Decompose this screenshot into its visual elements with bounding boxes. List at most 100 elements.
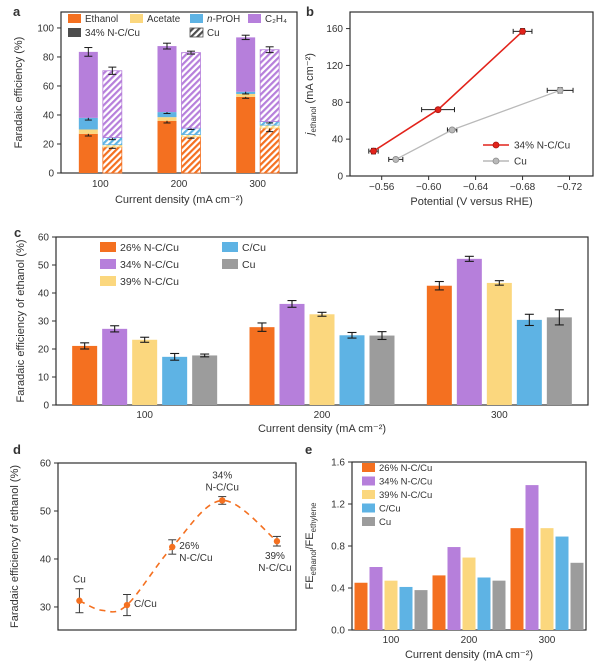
legend-item: C/Cu [362, 503, 401, 515]
legend-item: 26% N-C/Cu [100, 242, 179, 254]
x-tick-label: 300 [539, 635, 556, 646]
y-tick-label: 0.8 [331, 542, 345, 553]
legend-label: 26% N-C/Cu [120, 242, 179, 254]
legend-label: 34% N-C/Cu [120, 259, 179, 271]
x-tick-label: −0.64 [463, 182, 489, 193]
data-point [273, 538, 281, 545]
data-series [368, 27, 533, 155]
y-tick-label: 20 [38, 345, 50, 356]
legend-swatch [222, 259, 238, 269]
bar [492, 580, 506, 630]
legend-swatch [189, 27, 204, 38]
legend-swatch [100, 259, 116, 269]
y-tick-label: 30 [38, 317, 50, 328]
y-tick-label: 30 [40, 602, 52, 613]
data-point [392, 156, 400, 163]
error-bar [110, 325, 120, 333]
legend-item: 26% N-C/Cu [362, 463, 432, 474]
y-tick-label: 60 [40, 459, 52, 470]
legend-item: C₂H₄ [248, 14, 287, 25]
y-tick-label: 0 [43, 401, 49, 412]
bar [510, 528, 524, 630]
data-point [219, 497, 226, 504]
legend-label: 26% N-C/Cu [379, 463, 432, 474]
bar [384, 580, 398, 630]
legend-item: 39% N-C/Cu [100, 276, 179, 288]
legend-swatch [362, 490, 375, 499]
error-bar [170, 352, 180, 361]
legend-label: 39% N-C/Cu [379, 490, 432, 501]
legend: 34% N-C/Cu Cu [483, 141, 570, 168]
error-bar [265, 46, 274, 54]
y-tick-label: 120 [326, 61, 343, 72]
bar [279, 303, 305, 405]
error-bar [80, 342, 90, 350]
point-annotation: 34% [212, 471, 232, 482]
error-bar [434, 280, 444, 291]
y-tick-label: 10 [38, 373, 50, 384]
y-tick-label: 40 [43, 110, 55, 121]
y-tick-label: 40 [38, 289, 50, 300]
bar-segment [236, 93, 256, 97]
panel-letter: a [13, 4, 21, 19]
legend-label: 34% N-C/Cu [514, 141, 570, 152]
legend-item: Acetate [130, 14, 181, 25]
legend-item: 34% N-C/Cu [362, 476, 432, 488]
bar [516, 319, 542, 405]
panel-letter: c [14, 225, 21, 240]
error-bar [524, 313, 534, 327]
bars [72, 255, 572, 405]
y-tick-label: 0 [48, 169, 54, 180]
y-tick-label: 1.6 [331, 458, 345, 469]
x-axis-label: Potential (V versus RHE) [410, 196, 532, 208]
panel-letter: b [306, 4, 314, 19]
y-tick-label: 100 [37, 23, 54, 34]
bar-segment [78, 51, 98, 118]
error-bar [257, 322, 267, 332]
error-bar [84, 47, 93, 57]
x-axis-label: Current density (mA cm⁻²) [258, 423, 386, 435]
error-bar [140, 336, 150, 343]
bar-segment [78, 117, 98, 130]
trend-curve [79, 499, 278, 613]
bar-segment [157, 120, 177, 173]
plot-frame [60, 11, 298, 174]
bar [477, 577, 491, 630]
point-annotation: Cu [73, 575, 86, 586]
point-annotation: C/Cu [134, 599, 157, 610]
y-tick-label: 20 [43, 139, 55, 150]
x-tick-label: −0.56 [369, 182, 395, 193]
bar [102, 328, 128, 405]
x-tick-label: 300 [249, 179, 266, 190]
legend: Ethanol Acetate n-PrOH C₂H₄ 34% N-C/Cu Cu [68, 14, 287, 39]
y-tick-label: 160 [326, 24, 343, 35]
y-tick-label: 80 [43, 52, 55, 63]
bars [78, 34, 280, 174]
data-series [388, 86, 574, 163]
bar-segment [181, 52, 201, 129]
bar-segment [102, 70, 123, 138]
y-tick-label: 60 [43, 81, 55, 92]
x-tick-label: 200 [171, 179, 188, 190]
legend-swatch [248, 14, 261, 23]
legend-label: 34% N-C/Cu [379, 477, 432, 488]
data-point [556, 86, 564, 94]
bar [192, 355, 218, 405]
legend-label: Cu [242, 259, 256, 271]
x-axis-label: Current density (mA cm⁻²) [115, 194, 243, 206]
legend-swatch [190, 14, 203, 23]
legend-swatch [68, 14, 81, 23]
bar [309, 314, 335, 405]
panel-d-chart: d 30 40 50 60 Faradaic efficiency of ethanol … [9, 442, 297, 631]
legend-swatch [130, 14, 143, 23]
legend-label: n-PrOH [207, 14, 240, 25]
data-point [169, 543, 176, 551]
legend-item: 39% N-C/Cu [362, 490, 432, 501]
y-axis: 0 40 80 120 160 [326, 24, 350, 183]
legend-label: C/Cu [242, 242, 266, 254]
x-tick-label: 300 [491, 410, 508, 421]
point-annotation: 39% [265, 551, 285, 562]
bar-segment [78, 133, 98, 173]
y-tick-label: 50 [40, 506, 52, 517]
y-axis-label: Faradaic efficiency of ethanol (%) [15, 239, 27, 402]
